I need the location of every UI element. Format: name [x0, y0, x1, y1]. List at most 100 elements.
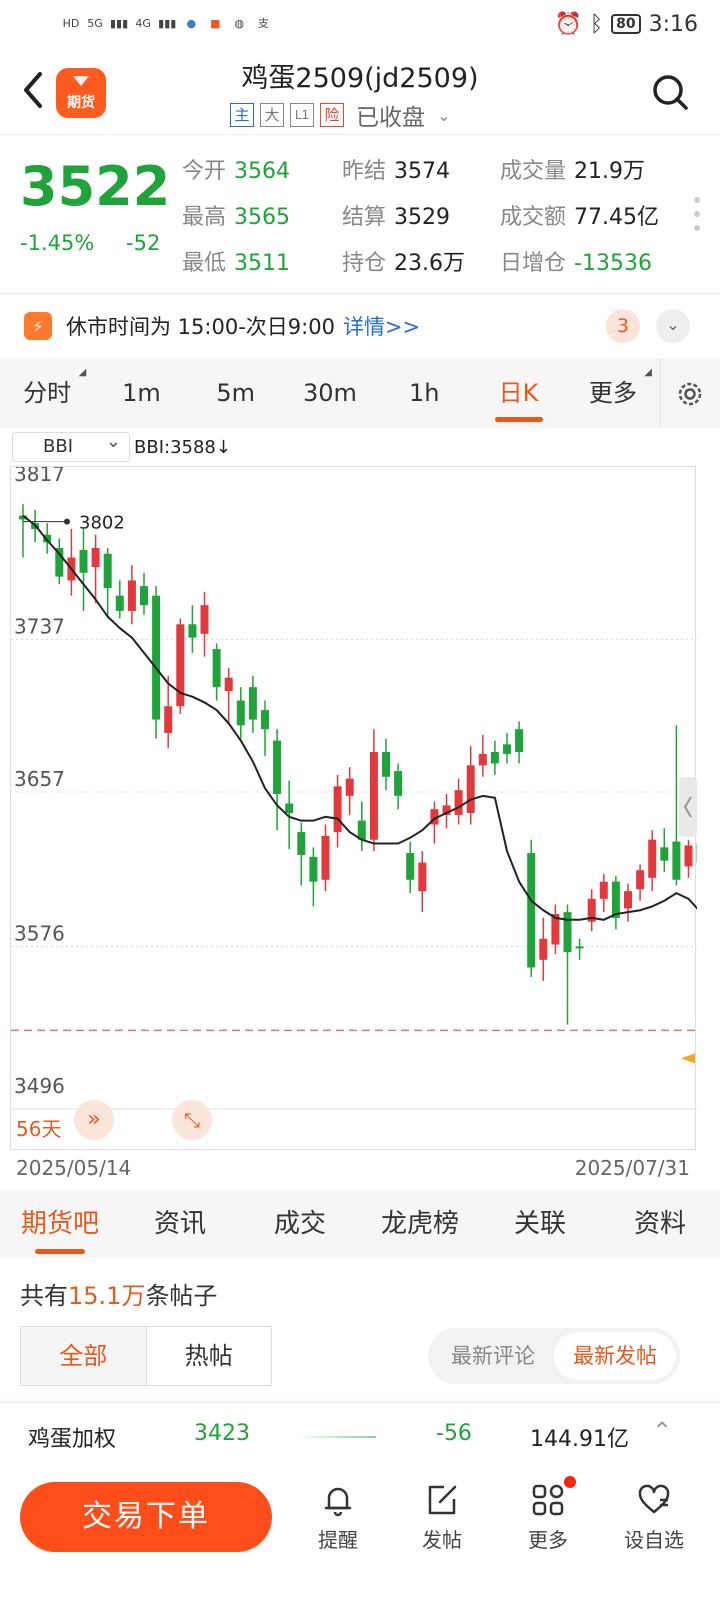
- max-marker: [64, 518, 70, 525]
- quote-oi-change: 日增仓 -13536: [500, 251, 652, 276]
- more-dots-icon[interactable]: [694, 197, 700, 239]
- candle-body: [285, 803, 294, 814]
- candle-body: [599, 881, 608, 899]
- quote-low: 最低 3511: [182, 251, 291, 276]
- back-arrow-icon[interactable]: [18, 70, 48, 110]
- max-price-label: 3802: [79, 513, 125, 534]
- nav-post-label: 发帖: [422, 1528, 462, 1552]
- status-left: HD 5G ▮▮▮ 4G ▮▮▮ ● ■ ◍ 支: [62, 15, 272, 33]
- tab-news[interactable]: 资讯: [153, 1209, 206, 1239]
- tag-risk: 险: [320, 103, 344, 127]
- nav-watchlist[interactable]: 设自选: [614, 1482, 694, 1553]
- market-status: 已收盘: [356, 105, 425, 131]
- sort-latest-post[interactable]: 最新发帖: [554, 1332, 676, 1380]
- search-icon[interactable]: [650, 72, 690, 112]
- chevron-down-icon[interactable]: ⌄: [656, 309, 690, 343]
- current-price-marker: [681, 1053, 695, 1064]
- tab-daily-k[interactable]: 日K: [471, 358, 565, 428]
- ticker-name: 鸡蛋加权: [28, 1427, 117, 1452]
- weighted-ticker[interactable]: 鸡蛋加权 3423 -56 144.91亿 ⌃: [0, 1402, 720, 1466]
- wechat-icon: ◍: [234, 17, 245, 30]
- futures-logo[interactable]: 期货: [56, 68, 106, 118]
- tag-large: 大: [260, 103, 284, 127]
- tab-more[interactable]: 更多 ◢: [566, 358, 660, 428]
- market-notice[interactable]: ⚡ 休市时间为 15:00-次日9:00 详情>> 3 ⌄: [0, 295, 720, 357]
- bell-icon: [324, 1487, 352, 1517]
- candle-body: [684, 845, 693, 867]
- candle-body: [490, 752, 499, 764]
- candle-body: [309, 856, 318, 882]
- heart-icon: [638, 1484, 670, 1514]
- y-tick-label: 3576: [14, 921, 65, 945]
- candle-body: [442, 805, 451, 815]
- candle-body: [140, 586, 148, 606]
- edit-icon: [428, 1485, 457, 1515]
- contract-tags[interactable]: 主 大 L1 险 已收盘 ⌄: [230, 98, 450, 132]
- expand-icon[interactable]: ⤡: [172, 1100, 212, 1140]
- candle-body: [394, 771, 403, 796]
- ticker-sparkline: [296, 1436, 376, 1438]
- candle-body: [345, 778, 354, 796]
- status-right: ⏰ ᛒ 80 3:16: [555, 12, 699, 37]
- tab-1m[interactable]: 1m: [122, 379, 161, 407]
- tab-related[interactable]: 关联: [513, 1209, 566, 1239]
- tab-forum[interactable]: 期货吧: [0, 1190, 120, 1258]
- candle-body: [624, 891, 632, 909]
- sort-latest-comment[interactable]: 最新评论: [451, 1344, 535, 1368]
- nav-alert[interactable]: 提醒: [298, 1482, 378, 1553]
- candle-body: [648, 839, 657, 878]
- candle-body: [152, 595, 161, 720]
- nav-alert-label: 提醒: [318, 1528, 358, 1552]
- indicator-value: BBI:3588↓: [134, 436, 231, 458]
- logo-label: 期货: [67, 95, 95, 111]
- tab-1h[interactable]: 1h: [409, 379, 440, 407]
- quote-prev-settle: 昨结 3574: [342, 159, 451, 184]
- candle-body: [103, 553, 112, 589]
- candle-body: [636, 870, 645, 890]
- gear-icon[interactable]: [659, 358, 720, 428]
- tab-30m[interactable]: 30m: [303, 379, 357, 407]
- candle-body: [466, 765, 475, 814]
- signal-4g: 4G: [135, 17, 151, 30]
- tab-trades[interactable]: 成交: [273, 1209, 326, 1239]
- nav-watchlist-label: 设自选: [624, 1528, 684, 1552]
- grid-icon: [532, 1484, 564, 1516]
- candle-body: [660, 847, 669, 861]
- chevron-down-icon[interactable]: ⌄: [437, 105, 451, 125]
- y-tick-label: 3657: [14, 767, 65, 791]
- candle-body: [527, 853, 536, 968]
- tab-leaderboard[interactable]: 龙虎榜: [380, 1209, 459, 1239]
- notice-detail-link[interactable]: 详情>>: [342, 315, 421, 339]
- app-icon: ■: [210, 17, 221, 30]
- candle-body: [79, 549, 88, 573]
- candle-body: [248, 687, 257, 720]
- date-end: 2025/07/31: [574, 1156, 690, 1180]
- tab-info[interactable]: 资料: [633, 1209, 686, 1239]
- candle-body: [55, 548, 64, 577]
- tab-intraday[interactable]: 分时 ◢: [0, 358, 94, 428]
- chevron-up-icon[interactable]: ⌃: [652, 1417, 673, 1445]
- nav-post[interactable]: 发帖: [402, 1482, 482, 1553]
- candle-body: [551, 914, 560, 945]
- filter-all[interactable]: 全部: [21, 1327, 147, 1385]
- y-tick-label: 3817: [14, 467, 65, 486]
- candle-body: [563, 912, 572, 953]
- candle-body: [587, 898, 596, 922]
- indicator-select[interactable]: BBI: [12, 428, 130, 462]
- candle-body: [575, 946, 584, 949]
- candle-body: [164, 706, 173, 733]
- corner-triangle-icon: ◢: [78, 367, 87, 378]
- filter-hot[interactable]: 热帖: [184, 1342, 233, 1370]
- tab-5m[interactable]: 5m: [216, 379, 256, 407]
- trade-order-button[interactable]: 交易下单: [20, 1482, 272, 1552]
- fast-forward-icon[interactable]: »: [74, 1100, 114, 1140]
- candle-body: [454, 790, 463, 815]
- page-title[interactable]: 鸡蛋2509(jd2509): [241, 63, 479, 94]
- notice-count-badge[interactable]: 3: [606, 309, 640, 343]
- last-price: 3522: [20, 155, 171, 218]
- side-drawer-handle: [679, 777, 697, 837]
- candle-body: [406, 853, 415, 880]
- nav-more[interactable]: 更多: [508, 1476, 588, 1553]
- kline-chart[interactable]: 3817373736573576349638023511: [10, 466, 697, 1151]
- kline-svg[interactable]: 3817373736573576349638023511: [11, 467, 697, 1151]
